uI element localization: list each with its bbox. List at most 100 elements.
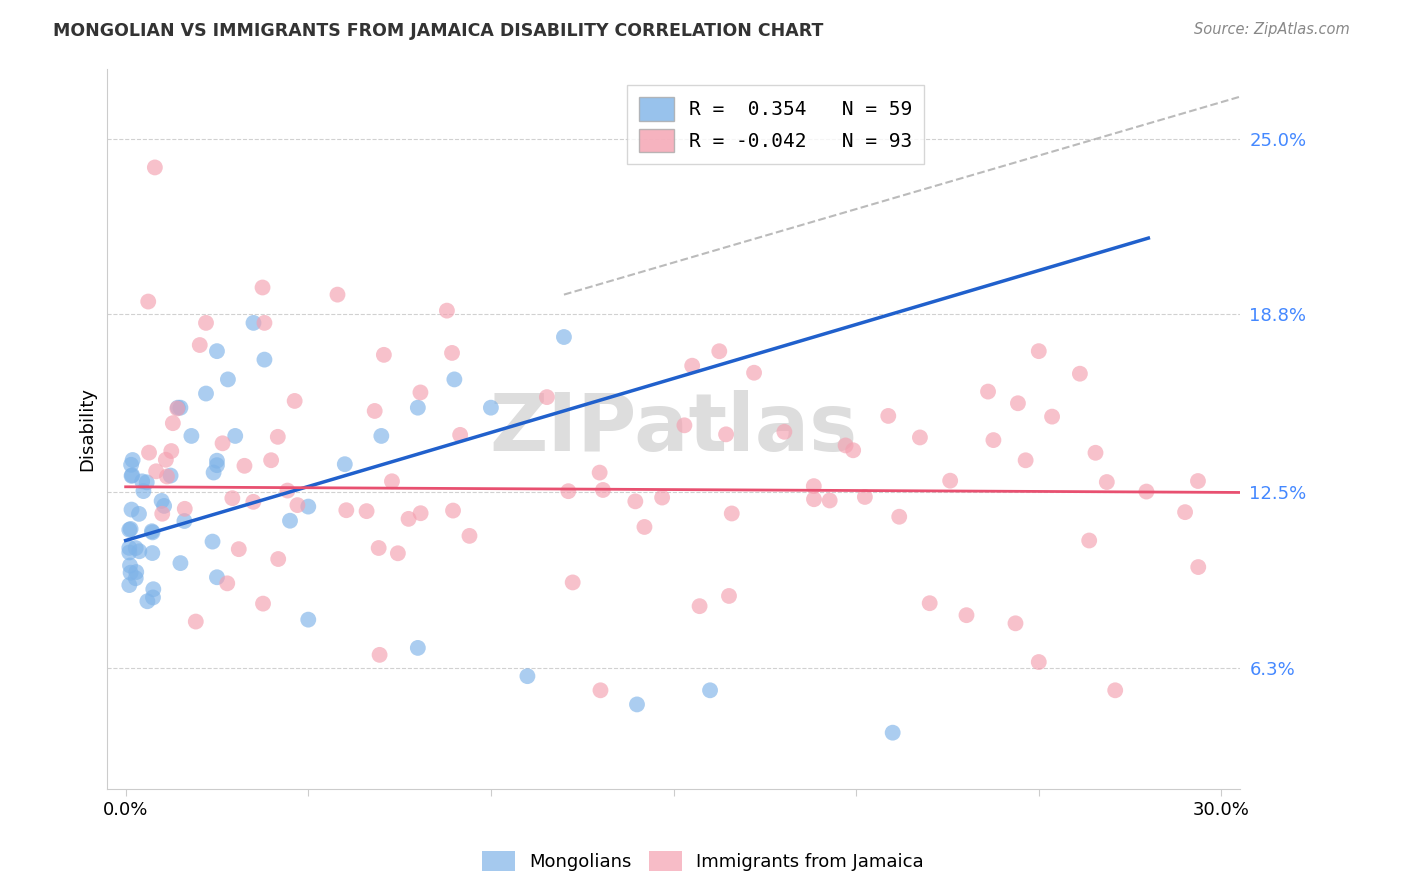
Point — [205, 344, 228, 359]
Point — [184, 615, 207, 629]
Point — [406, 401, 429, 415]
Point — [202, 466, 225, 480]
Point — [842, 443, 865, 458]
Point — [141, 525, 163, 540]
Point — [333, 457, 356, 471]
Point — [1028, 344, 1050, 359]
Point — [536, 390, 558, 404]
Point — [131, 475, 153, 489]
Y-axis label: Disability: Disability — [79, 387, 96, 471]
Point — [135, 475, 157, 490]
Point — [205, 458, 228, 472]
Point — [141, 546, 163, 560]
Point — [118, 541, 141, 555]
Point — [1040, 409, 1063, 424]
Point — [217, 576, 239, 591]
Point — [699, 683, 721, 698]
Point — [955, 608, 977, 623]
Text: Source: ZipAtlas.com: Source: ZipAtlas.com — [1194, 22, 1350, 37]
Point — [166, 401, 188, 416]
Point — [673, 418, 696, 433]
Point — [125, 571, 148, 585]
Point — [125, 541, 148, 555]
Point — [284, 393, 307, 408]
Point — [363, 404, 385, 418]
Point — [889, 509, 911, 524]
Point — [742, 366, 765, 380]
Point — [367, 541, 389, 555]
Point — [373, 348, 395, 362]
Point — [121, 468, 143, 483]
Point — [169, 401, 191, 415]
Point — [592, 483, 614, 497]
Point — [128, 507, 150, 521]
Point — [169, 556, 191, 570]
Point — [714, 427, 737, 442]
Point — [939, 474, 962, 488]
Point — [516, 669, 538, 683]
Point — [228, 542, 250, 557]
Point — [561, 575, 583, 590]
Point — [138, 445, 160, 459]
Point — [118, 523, 141, 537]
Point — [276, 483, 298, 498]
Point — [252, 597, 274, 611]
Point — [689, 599, 711, 614]
Point — [624, 494, 647, 508]
Point — [908, 430, 931, 444]
Point — [326, 287, 349, 301]
Point — [773, 425, 796, 439]
Point — [160, 444, 183, 458]
Point — [443, 372, 465, 386]
Point — [125, 565, 148, 579]
Point — [145, 464, 167, 478]
Point — [553, 330, 575, 344]
Point — [557, 484, 579, 499]
Point — [877, 409, 900, 423]
Point — [159, 468, 181, 483]
Point — [335, 503, 357, 517]
Point — [626, 698, 648, 712]
Point — [588, 466, 610, 480]
Point — [1028, 655, 1050, 669]
Point — [278, 514, 301, 528]
Point — [205, 453, 228, 467]
Point — [121, 453, 143, 467]
Point — [882, 725, 904, 739]
Point — [155, 452, 177, 467]
Point — [153, 499, 176, 513]
Point — [120, 458, 142, 472]
Point — [136, 594, 159, 608]
Point — [297, 500, 319, 514]
Point — [368, 648, 391, 662]
Point — [233, 458, 256, 473]
Point — [918, 596, 941, 610]
Point — [1095, 475, 1118, 489]
Point — [977, 384, 1000, 399]
Point — [162, 416, 184, 430]
Point — [297, 613, 319, 627]
Point — [1187, 560, 1209, 574]
Point — [803, 492, 825, 507]
Point — [120, 566, 142, 580]
Legend: R =  0.354   N = 59, R = -0.042   N = 93: R = 0.354 N = 59, R = -0.042 N = 93 — [627, 86, 924, 164]
Point — [173, 501, 195, 516]
Point — [409, 385, 432, 400]
Point — [253, 352, 276, 367]
Point — [387, 546, 409, 560]
Point — [260, 453, 283, 467]
Point — [651, 491, 673, 505]
Text: ZIPatlas: ZIPatlas — [489, 390, 858, 468]
Point — [118, 558, 141, 573]
Point — [121, 502, 143, 516]
Point — [356, 504, 378, 518]
Point — [217, 372, 239, 386]
Point — [803, 479, 825, 493]
Point — [1014, 453, 1036, 467]
Point — [409, 506, 432, 520]
Point — [221, 491, 243, 505]
Point — [1004, 616, 1026, 631]
Point — [128, 544, 150, 558]
Point — [720, 507, 742, 521]
Point — [449, 428, 471, 442]
